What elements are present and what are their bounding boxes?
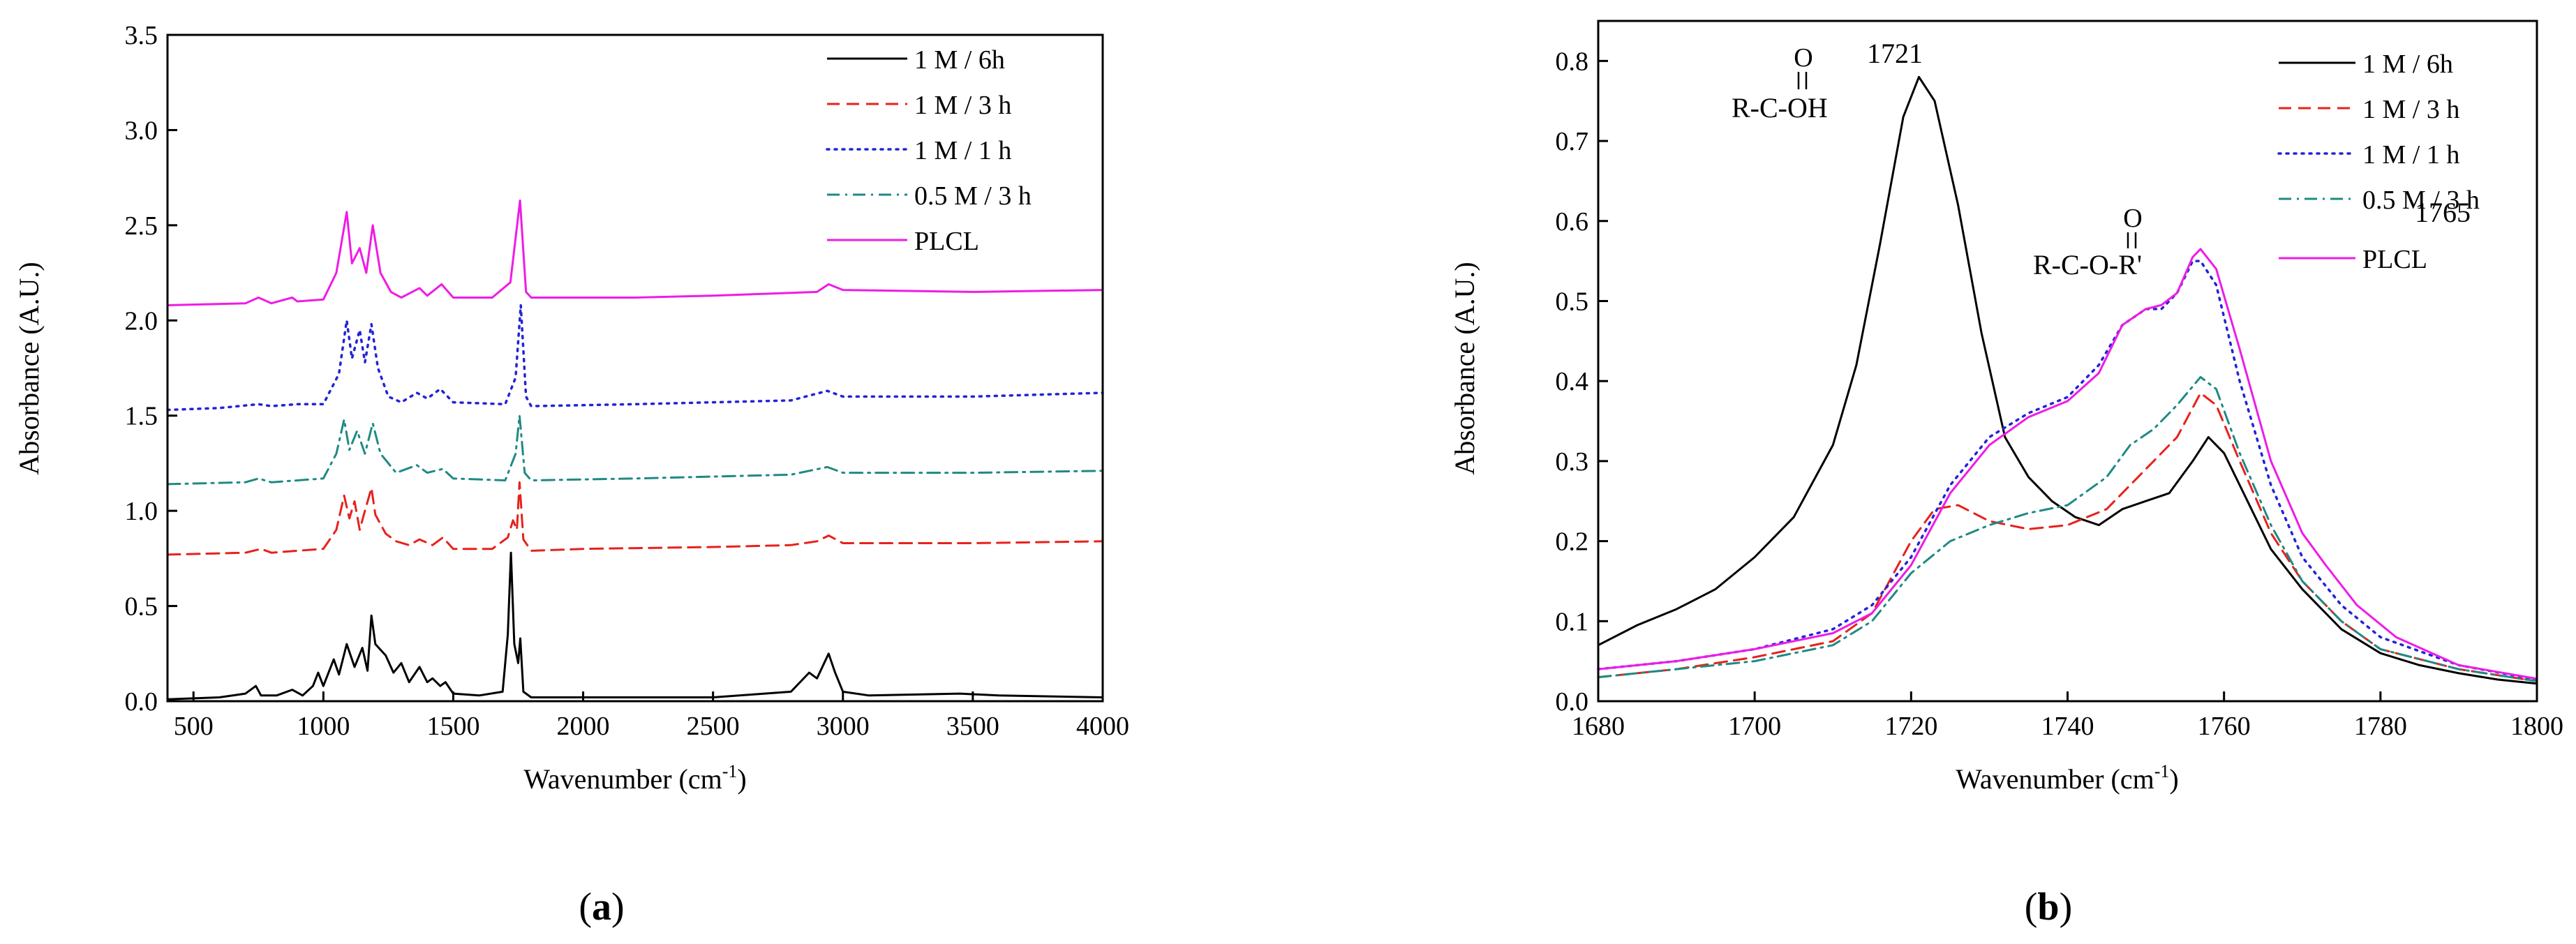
panel-b-x-tick-label-1780: 1780	[2354, 712, 2407, 741]
panel-a-x-tick-label-2500: 2500	[687, 712, 740, 741]
panel-a-series-1-m-1-h	[167, 306, 1103, 410]
annotation-acid-formula: R-C-OH	[1732, 92, 1828, 123]
panel-a-x-tick-label-4000: 4000	[1076, 712, 1129, 741]
panel-a-series-1-m-6h	[167, 553, 1103, 699]
panel-b-y-tick-label-0.8: 0.8	[1556, 47, 1589, 76]
panel-b-series-1-m-1-h	[1598, 261, 2537, 680]
legend-a-label-1m-6h: 1 M / 6h	[914, 45, 1005, 75]
panel-a-x-tick-label-1500: 1500	[426, 712, 479, 741]
panel-b-y-tick-label-0.3: 0.3	[1556, 447, 1589, 477]
panel-b-x-axis-label: Wavenumber (cm-1)	[1956, 761, 2178, 795]
panel-a-x-tick-label-2000: 2000	[557, 712, 610, 741]
panel-a-y-tick-label-3: 3.0	[125, 116, 158, 145]
panel-a-x-tick-label-3000: 3000	[817, 712, 870, 741]
panel-a-x-axis-label: Wavenumber (cm-1)	[523, 761, 746, 795]
panel-b-y-tick-label-0.1: 0.1	[1556, 607, 1589, 636]
legend-a-label-05m-3h: 0.5 M / 3 h	[914, 181, 1032, 211]
figure-canvas: 500 1000 1500 2000 2500 3000 3500 4000 0.0 0.5 1.0…	[0, 0, 2576, 944]
panel-b-y-tick-label-0.7: 0.7	[1556, 127, 1589, 156]
panel-b-series-plcl	[1598, 249, 2537, 679]
panel-b-x-tick-label-1740: 1740	[2041, 712, 2094, 741]
legend-a-label-1m-3h: 1 M / 3 h	[914, 91, 1011, 120]
annotation-acid-carbonyl-o: O	[1794, 43, 1812, 73]
panel-a: 500 1000 1500 2000 2500 3000 3500 4000 0.0 0.5 1.0…	[13, 21, 1129, 929]
panel-a-y-tick-label-2.5: 2.5	[125, 211, 158, 241]
legend-a-label-plcl: PLCL	[914, 227, 979, 256]
panel-a-ticks: 500 1000 1500 2000 2500 3000 3500 4000 0.0 0.5 1.0…	[125, 21, 1130, 741]
panel-a-y-tick-label-3.5: 3.5	[125, 21, 158, 50]
panel-a-plot-frame	[167, 35, 1103, 701]
panel-b-annotation-acid: 1721 O R-C-OH	[1732, 38, 1923, 123]
panel-b-label: (b)	[2025, 885, 2072, 929]
legend-b-label-plcl: PLCL	[2362, 245, 2427, 274]
panel-a-x-tick-label-3500: 3500	[946, 712, 999, 741]
panel-b-series-0-5-m-3-h	[1598, 377, 2537, 681]
annotation-ester-carbonyl-o: O	[2123, 204, 2142, 233]
panel-b-y-tick-label-0.5: 0.5	[1556, 287, 1589, 316]
panel-a-y-tick-label-0.5: 0.5	[125, 592, 158, 622]
panel-b-x-tick-label-1800: 1800	[2510, 712, 2563, 741]
panel-b: 1680 1700 1720 1740 1760 1780 18000.00.10.20.3…	[1449, 21, 2563, 929]
panel-a-series-0-5-m-3-h	[167, 416, 1103, 484]
panel-a-y-tick-label-1: 1.0	[125, 497, 158, 526]
panel-a-series	[167, 200, 1103, 699]
panel-a-y-axis-label: Absorbance (A.U.)	[13, 262, 45, 474]
panel-a-y-tick-label-1.5: 1.5	[125, 402, 158, 431]
panel-b-legend: 1 M / 6h 1 M / 3 h 1 M / 1 h 0.5 M / 3 h…	[2279, 50, 2480, 274]
panel-b-x-tick-label-1720: 1720	[1884, 712, 1937, 741]
annotation-ester-formula: R-C-O-R'	[2033, 249, 2142, 280]
panel-b-y-tick-label-0: 0.0	[1556, 687, 1589, 717]
legend-a-label-1m-1h: 1 M / 1 h	[914, 136, 1011, 165]
panel-b-x-tick-label-1700: 1700	[1728, 712, 1781, 741]
panel-a-y-tick-label-0: 0.0	[125, 687, 158, 717]
legend-b-label-1m-1h: 1 M / 1 h	[2362, 140, 2459, 170]
panel-a-label: (a)	[579, 885, 624, 929]
panel-a-x-tick-label-1000: 1000	[297, 712, 350, 741]
panel-b-y-tick-label-0.6: 0.6	[1556, 207, 1589, 237]
panel-a-legend: 1 M / 6h 1 M / 3 h 1 M / 1 h 0.5 M / 3 h…	[827, 45, 1032, 256]
panel-b-y-tick-label-0.2: 0.2	[1556, 527, 1589, 557]
panel-a-x-tick-label-500: 500	[174, 712, 214, 741]
panel-a-series-1-m-3-h	[167, 482, 1103, 555]
panel-b-y-axis-label: Absorbance (A.U.)	[1449, 262, 1480, 474]
legend-b-label-05m-3h: 0.5 M / 3 h	[2362, 186, 2480, 215]
legend-b-label-1m-6h: 1 M / 6h	[2362, 50, 2453, 79]
panel-a-y-tick-label-2: 2.0	[125, 306, 158, 336]
legend-b-label-1m-3h: 1 M / 3 h	[2362, 95, 2459, 124]
panel-b-y-tick-label-0.4: 0.4	[1556, 367, 1589, 396]
annotation-peak-1721: 1721	[1867, 38, 1923, 69]
panel-b-x-tick-label-1760: 1760	[2198, 712, 2251, 741]
